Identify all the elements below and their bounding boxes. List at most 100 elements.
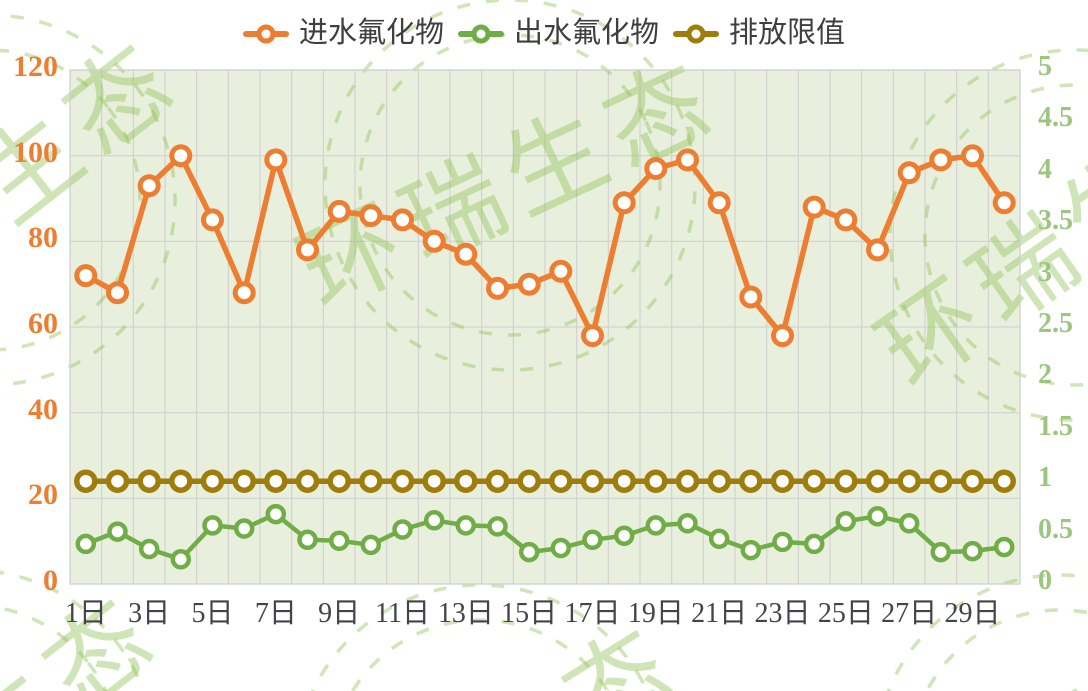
legend-item-effluent: 出水氟化物 <box>457 17 659 50</box>
influent-series-point <box>802 195 826 219</box>
limit-series-point <box>454 469 478 493</box>
effluent-series-point <box>645 515 667 536</box>
limit-series-point <box>485 469 510 493</box>
influent-series-point <box>992 191 1016 215</box>
effluent-series-point <box>455 515 477 536</box>
limit-series-point <box>739 469 763 493</box>
legend-item-limit: 排放限值 <box>673 17 846 50</box>
influent-series-point <box>296 238 319 262</box>
limit-series-point <box>295 469 320 493</box>
limit-series-point <box>137 469 161 493</box>
influent-series-point <box>232 281 256 305</box>
effluent-series-point <box>962 540 983 562</box>
influent-series-point <box>707 191 731 215</box>
limit-series-point <box>992 469 1016 493</box>
effluent-series-point <box>328 530 350 552</box>
influent-series-point <box>771 324 794 348</box>
limit-series-point <box>834 469 858 493</box>
influent-series-point <box>264 148 288 172</box>
limit-series-point <box>612 469 636 493</box>
legend-label-influent: 进水氟化物 <box>298 17 444 49</box>
limit-series-point <box>327 469 351 493</box>
influent-series-point <box>359 204 383 228</box>
effluent-series-point <box>202 515 223 536</box>
effluent-series-point <box>898 513 920 534</box>
effluent-series-point <box>677 513 698 534</box>
effluent-series-point <box>582 529 603 551</box>
limit-series-point <box>232 469 256 493</box>
limit-series-point <box>74 469 98 493</box>
effluent-series-point <box>867 505 888 527</box>
influent-series-point <box>644 157 668 180</box>
effluent-series-point <box>740 539 762 561</box>
limit-series-point <box>865 469 890 493</box>
limit-series-point <box>200 469 225 493</box>
effluent-series-point <box>518 541 540 563</box>
effluent-series-point <box>233 518 255 539</box>
limit-series-point <box>359 469 383 493</box>
effluent-series-point <box>772 531 793 553</box>
effluent-series-point <box>392 519 413 540</box>
influent-series-point <box>137 174 161 198</box>
watermark-text: 环瑞生态 <box>0 573 181 691</box>
limit-series-point <box>675 469 700 493</box>
influent-series <box>74 144 1016 348</box>
influent-series-point <box>454 242 478 266</box>
limit-series-point <box>422 469 446 493</box>
effluent-series-point <box>423 510 445 531</box>
influent-series-point <box>486 276 509 300</box>
influent-series-point <box>834 208 858 232</box>
influent-series-point <box>866 238 889 262</box>
influent-series-point <box>581 324 604 348</box>
effluent-series-point <box>297 529 318 551</box>
influent-series-point <box>201 208 224 232</box>
limit-series-point <box>897 469 921 493</box>
effluent-series-point <box>265 503 287 525</box>
influent-series-point <box>74 264 98 288</box>
watermark-text: 环瑞生态 <box>844 586 1088 691</box>
effluent-series-point <box>550 537 572 559</box>
effluent-series-point <box>107 521 128 542</box>
limit-series-point <box>390 469 415 493</box>
legend-label-effluent: 出水氟化物 <box>513 17 659 49</box>
plot-border <box>69 69 1021 585</box>
limit-series-point <box>929 469 953 493</box>
influent-series-point <box>422 229 446 253</box>
effluent-series-point <box>613 525 635 546</box>
influent-series-point <box>676 148 699 172</box>
effluent-series-point <box>360 534 382 556</box>
influent-series-point <box>739 285 763 309</box>
influent-series-point <box>549 259 573 283</box>
influent-series-point <box>106 281 129 305</box>
effluent-series-point <box>708 528 730 550</box>
effluent-series-point <box>138 538 160 560</box>
effluent-series <box>75 503 1015 570</box>
limit-series-point <box>105 469 130 493</box>
influent-series-point <box>517 272 541 296</box>
legend-item-influent: 进水氟化物 <box>242 17 444 50</box>
effluent-series-point <box>835 511 857 532</box>
limit-series <box>74 469 1016 493</box>
limit-series-point <box>960 469 985 493</box>
effluent-series-point <box>993 536 1015 558</box>
influent-line-marker-icon <box>242 24 289 44</box>
limit-series-point <box>549 469 573 493</box>
influent-series-point <box>929 148 953 172</box>
limit-series-point <box>770 469 795 493</box>
limit-series-point <box>264 469 288 493</box>
influent-series-point <box>961 144 984 168</box>
limit-series-point <box>580 469 605 493</box>
legend-label-limit: 排放限值 <box>729 17 846 49</box>
influent-series-point <box>391 208 414 232</box>
limit-series-point <box>644 469 668 493</box>
effluent-series-point <box>487 516 508 537</box>
influent-series-point <box>612 191 636 215</box>
chart-legend: 进水氟化物 出水氟化物 排放限值 <box>0 17 1088 50</box>
effluent-series-point <box>803 533 825 555</box>
effluent-series-point <box>930 541 952 563</box>
influent-series-point <box>169 144 193 168</box>
effluent-series-point <box>75 533 97 555</box>
influent-series-point <box>897 161 921 185</box>
limit-line-marker-icon <box>673 24 719 44</box>
